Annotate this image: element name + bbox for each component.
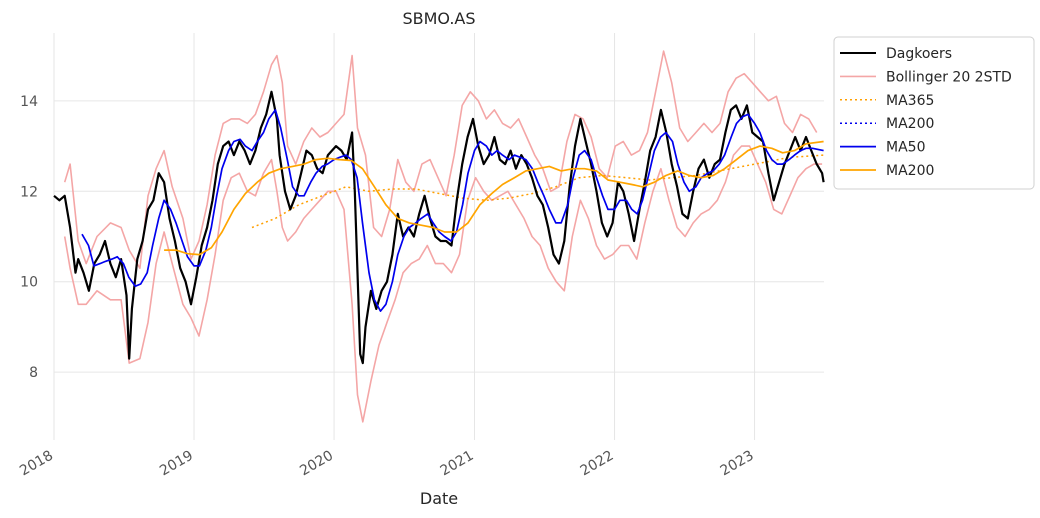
x-tick-label: 2023	[718, 448, 757, 480]
y-tick-label: 8	[29, 365, 38, 381]
series-bollinger-20-2std-0-lower	[63, 145, 823, 423]
legend-label: Bollinger 20 2STD	[886, 69, 1012, 85]
chart-title: SBMO.AS	[402, 9, 475, 28]
y-axis-ticks: 8 10 12 14	[20, 94, 38, 381]
series-dagkoers-3	[53, 90, 825, 365]
legend-label: MA50	[886, 140, 925, 156]
legend-label: MA200	[886, 116, 934, 132]
legend-label: Dagkoers	[886, 46, 952, 62]
x-tick-label: 2022	[578, 448, 617, 480]
x-tick-label: 2019	[157, 448, 196, 480]
y-tick-label: 10	[20, 275, 38, 291]
series-ma200-5	[164, 140, 824, 256]
legend-label: MA365	[886, 93, 934, 109]
series-ma50-4	[81, 109, 824, 312]
x-tick-label: 2020	[297, 448, 336, 480]
legend-frame	[833, 36, 1035, 190]
x-axis-label: Date	[420, 489, 458, 508]
y-tick-label: 14	[20, 94, 38, 110]
series-layer	[53, 50, 825, 423]
x-axis-ticks: 2018 2019 2020 2021 2022 2023	[17, 448, 756, 480]
legend: Dagkoers Bollinger 20 2STD MA365 MA200 MA50 M…	[833, 36, 1035, 190]
y-tick-label: 12	[20, 184, 38, 200]
x-tick-label: 2018	[17, 448, 56, 480]
x-tick-label: 2021	[438, 448, 477, 480]
series-bollinger-20-2std-0-upper	[63, 50, 818, 269]
legend-label: MA200	[886, 163, 934, 179]
grid	[53, 33, 824, 440]
